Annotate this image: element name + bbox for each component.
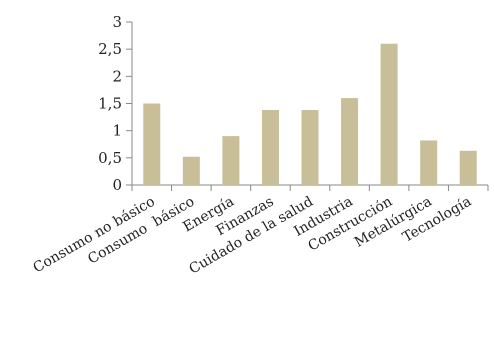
bar	[222, 136, 240, 185]
bar	[261, 110, 279, 185]
y-tick-label: 1,5	[98, 95, 122, 113]
y-tick-label: 2,5	[98, 40, 122, 58]
y-axis: 0 0,5 1 1,5 2 2,5 3	[98, 13, 133, 194]
y-tick-label: 0,5	[98, 149, 122, 167]
y-tick-label: 0	[112, 176, 122, 194]
y-tick-label: 3	[112, 13, 122, 31]
bar	[301, 110, 319, 185]
bar	[380, 43, 398, 185]
y-tick-label: 2	[112, 67, 122, 85]
bars	[143, 43, 477, 185]
bar	[182, 156, 200, 185]
bar	[420, 140, 438, 185]
y-tick-label: 1	[112, 122, 122, 140]
bar	[459, 150, 477, 185]
bar	[341, 98, 359, 185]
bar	[143, 103, 161, 185]
